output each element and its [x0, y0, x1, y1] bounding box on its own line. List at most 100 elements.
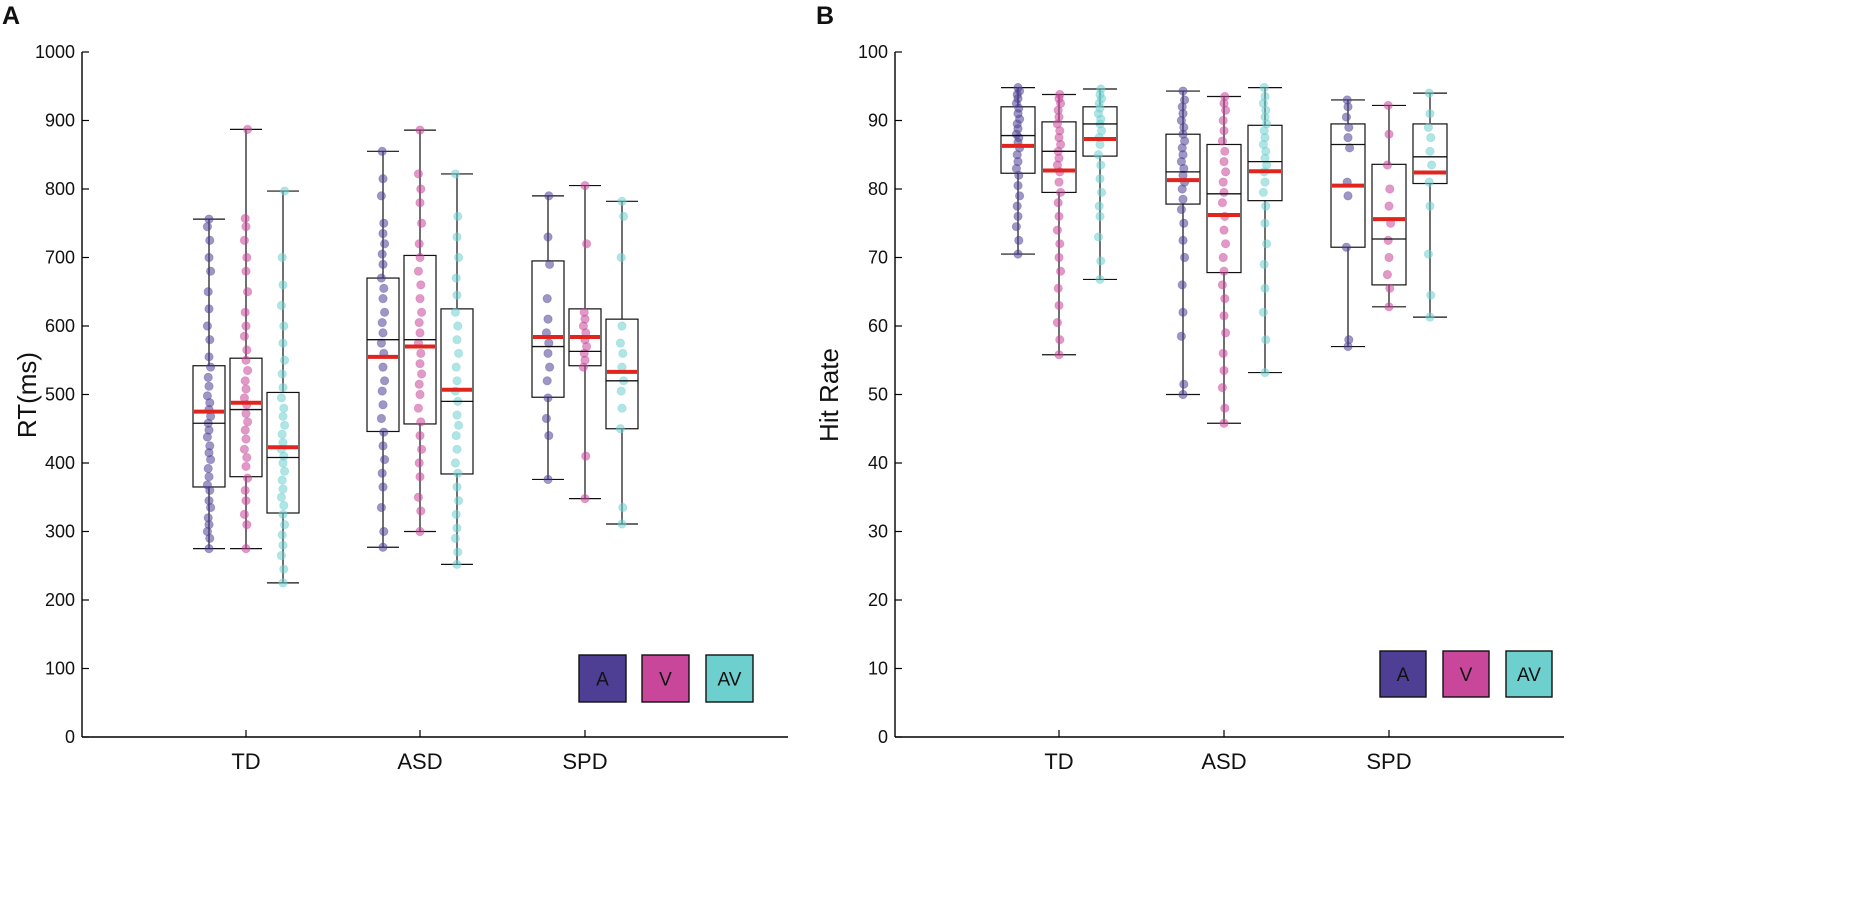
data-point	[279, 520, 290, 530]
data-point	[279, 500, 289, 511]
data-point	[1095, 274, 1105, 285]
data-point	[450, 533, 460, 543]
data-point	[277, 429, 287, 439]
data-point	[1260, 283, 1270, 293]
data-point	[241, 409, 251, 419]
data-point	[1012, 201, 1022, 211]
data-point	[415, 430, 425, 441]
data-point	[1219, 187, 1229, 198]
data-point	[413, 492, 423, 502]
data-point	[615, 424, 626, 434]
data-point	[1258, 307, 1269, 317]
data-point	[203, 287, 213, 297]
data-point	[1014, 191, 1025, 201]
data-point	[1217, 198, 1228, 208]
data-point	[277, 530, 287, 540]
data-point	[543, 474, 553, 485]
data-point	[452, 232, 462, 242]
data-point	[242, 520, 252, 530]
data-point	[279, 403, 289, 413]
data-point	[1178, 194, 1188, 204]
data-point	[278, 383, 288, 393]
data-point	[450, 458, 460, 468]
data-point	[279, 321, 289, 331]
panel-a-letter: A	[2, 2, 20, 30]
data-point	[203, 372, 213, 382]
data-point	[379, 239, 390, 249]
data-point	[1053, 283, 1063, 293]
legend-label: V	[1460, 665, 1473, 686]
data-point	[1260, 367, 1270, 378]
data-point	[413, 169, 423, 179]
y-tick-label: 700	[45, 248, 75, 268]
data-point	[1013, 211, 1023, 221]
data-point	[453, 211, 463, 221]
data-point	[1425, 146, 1435, 156]
data-point	[581, 239, 592, 249]
data-point	[1424, 88, 1434, 98]
data-point	[452, 290, 462, 300]
data-point	[204, 252, 214, 263]
data-point	[1178, 235, 1188, 245]
data-point	[204, 544, 214, 554]
y-tick-label: 60	[868, 316, 888, 336]
data-point	[243, 365, 253, 376]
x-category-label: TD	[231, 749, 260, 774]
y-tick-label: 100	[858, 42, 888, 62]
data-point	[1383, 100, 1393, 111]
data-point	[1382, 270, 1393, 280]
data-point	[1385, 283, 1395, 293]
data-point	[1345, 143, 1355, 153]
data-point	[453, 252, 464, 263]
data-point	[1260, 218, 1270, 228]
data-point	[379, 427, 389, 437]
data-point	[1097, 187, 1107, 198]
x-category-label: ASD	[397, 749, 442, 774]
data-point	[379, 526, 389, 537]
data-point	[1424, 177, 1434, 187]
data-point	[1219, 157, 1229, 167]
data-point	[239, 331, 249, 341]
data-point	[1426, 133, 1436, 143]
data-point	[453, 468, 463, 478]
data-point	[1179, 218, 1189, 228]
data-point	[202, 391, 212, 401]
data-point	[1180, 95, 1190, 105]
data-point	[203, 513, 213, 523]
data-point	[379, 218, 389, 228]
data-point	[279, 466, 290, 476]
data-point	[543, 314, 553, 324]
data-point	[415, 252, 425, 263]
data-point	[1220, 403, 1230, 413]
data-point	[581, 451, 591, 461]
data-point	[1219, 126, 1229, 136]
data-point	[377, 317, 387, 328]
data-point	[1217, 280, 1228, 290]
data-point	[450, 307, 460, 317]
y-tick-label: 500	[45, 385, 75, 405]
data-point	[1053, 198, 1063, 208]
data-point	[544, 430, 554, 441]
data-point	[1383, 235, 1393, 245]
data-point	[617, 403, 627, 413]
data-point	[203, 463, 213, 474]
data-point	[414, 239, 424, 249]
data-point	[377, 468, 387, 478]
data-point	[416, 348, 426, 358]
data-point	[544, 191, 554, 201]
panel-a: A RT(ms) 0 100 200 300 400 500 600 700 800 900 100…	[2, 2, 788, 774]
data-point	[453, 547, 463, 557]
data-point	[239, 444, 249, 454]
data-point	[416, 307, 427, 317]
legend-label: A	[1397, 665, 1410, 686]
data-point	[205, 335, 215, 345]
data-point	[580, 494, 590, 504]
data-point	[1427, 160, 1437, 170]
data-point	[1384, 201, 1394, 211]
legend-label: V	[659, 670, 672, 691]
data-point	[379, 307, 390, 317]
data-point	[1261, 201, 1271, 211]
data-point	[451, 509, 461, 519]
data-point	[202, 321, 212, 331]
